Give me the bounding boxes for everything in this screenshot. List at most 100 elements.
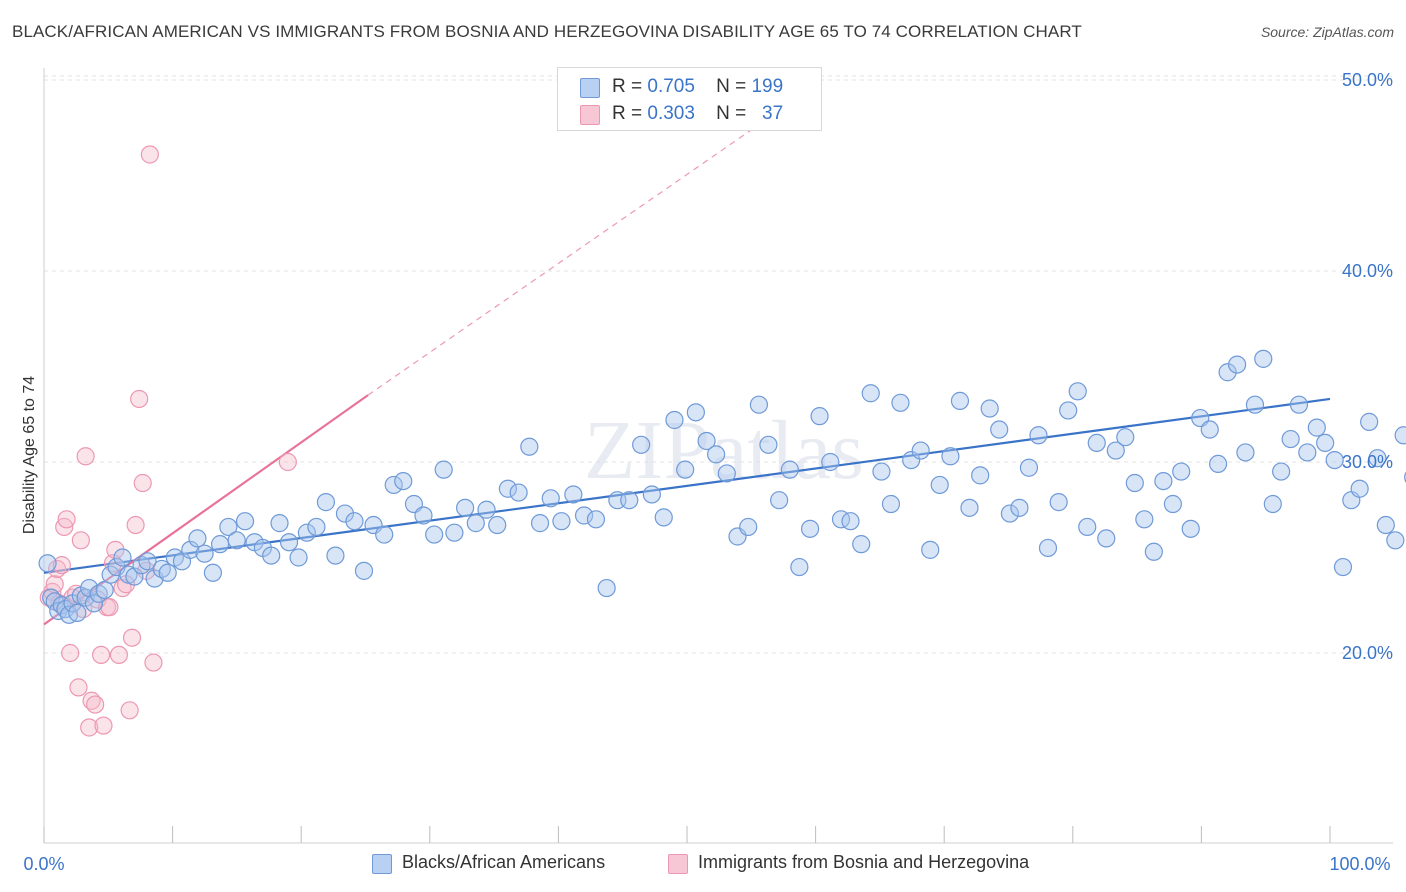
- data-point-black: [749, 395, 769, 414]
- data-point-black: [1097, 529, 1116, 548]
- data-point-bosnia: [133, 473, 152, 493]
- data-point-black: [1208, 454, 1228, 474]
- data-point-black: [335, 504, 355, 523]
- legend-label-bosnia: Immigrants from Bosnia and Herzegovina: [698, 852, 1030, 872]
- data-point-black: [665, 410, 684, 430]
- data-point-bosnia: [122, 628, 142, 647]
- data-point-black: [158, 563, 177, 582]
- axes: [43, 68, 1393, 844]
- data-point-black: [188, 529, 207, 548]
- legend-text-bosnia: R = 0.303 N = 37: [612, 103, 783, 125]
- data-point-black: [911, 441, 930, 460]
- data-point-black: [1200, 420, 1219, 439]
- data-point-black: [414, 506, 433, 525]
- data-point-black: [1307, 418, 1326, 437]
- data-point-black: [564, 485, 583, 504]
- data-point-black: [125, 567, 144, 586]
- data-point-black: [289, 548, 308, 567]
- data-point-black: [520, 437, 539, 456]
- data-point-black: [1316, 433, 1335, 452]
- data-point-black: [686, 403, 705, 422]
- trend-line-black: [43, 397, 1331, 574]
- data-point-black: [38, 554, 57, 573]
- data-point-black: [541, 489, 560, 508]
- data-point-black: [1059, 401, 1078, 420]
- data-point-black: [1228, 355, 1247, 374]
- data-point-bosnia: [86, 695, 105, 714]
- legend-swatch-blue: [372, 854, 392, 874]
- data-point-bosnia: [126, 515, 145, 535]
- legend-stats: R = 0.705 N = 199 R = 0.303 N = 37: [557, 67, 822, 131]
- data-point-bosnia: [57, 510, 76, 529]
- data-point-black: [980, 399, 999, 418]
- data-point-black: [434, 460, 453, 479]
- data-point-black: [1394, 426, 1406, 445]
- data-point-bosnia: [109, 645, 129, 665]
- data-point-black: [394, 472, 413, 491]
- legend-text-black: R = 0.705 N = 199: [612, 76, 783, 98]
- series-bosnia-points: [39, 145, 297, 737]
- x-tick-label: 100.0%: [1329, 854, 1390, 874]
- data-point-black: [759, 435, 778, 454]
- data-point-black: [697, 431, 716, 451]
- trend-line-bosnia-extension: [367, 123, 761, 396]
- data-point-bosnia: [94, 716, 113, 735]
- tick-labels: 20.0% 30.0% 40.0% 50.0% 0.0% 100.0%: [23, 70, 1393, 874]
- data-point-black: [1272, 462, 1291, 481]
- y-tick-label: 40.0%: [1342, 261, 1393, 281]
- n-label: N =: [716, 76, 747, 97]
- data-point-black: [1068, 382, 1087, 401]
- data-point-black: [477, 500, 496, 519]
- data-point-black: [654, 508, 673, 527]
- data-point-black: [68, 603, 87, 622]
- data-point-black: [971, 466, 990, 485]
- data-point-black: [1333, 557, 1353, 577]
- data-point-bosnia: [278, 452, 297, 472]
- data-point-black: [95, 580, 114, 600]
- r-label: R =: [612, 103, 643, 124]
- data-point-black: [1000, 504, 1020, 523]
- data-point-black: [586, 510, 606, 529]
- data-point-black: [891, 393, 910, 412]
- data-point-bosnia: [52, 556, 71, 575]
- data-point-black: [770, 491, 789, 510]
- data-point-black: [852, 535, 871, 554]
- data-point-black: [1360, 412, 1379, 431]
- data-point-bosnia: [130, 389, 149, 409]
- legend-swatch-pink: [668, 854, 688, 874]
- data-point-black: [227, 531, 246, 550]
- data-point-black: [1125, 473, 1144, 493]
- legend-label-black: Blacks/African Americans: [402, 852, 606, 872]
- data-point-black: [375, 525, 394, 544]
- data-point-black: [810, 407, 829, 426]
- n-value-bosnia: 37: [762, 103, 784, 124]
- data-point-black: [1245, 395, 1265, 414]
- data-point-black: [1116, 428, 1135, 447]
- data-point-black: [790, 557, 809, 577]
- data-point-black: [1263, 494, 1282, 514]
- data-point-black: [1106, 441, 1125, 460]
- data-point-black: [1010, 498, 1029, 517]
- data-point-black: [620, 491, 639, 510]
- data-point-black: [800, 519, 820, 538]
- data-point-black: [307, 517, 326, 537]
- source-credit: Source: ZipAtlas.com: [1260, 24, 1394, 40]
- data-point-black: [780, 460, 799, 479]
- data-point-black: [960, 498, 979, 517]
- data-point-black: [941, 447, 960, 466]
- y-tick-label: 30.0%: [1342, 452, 1393, 472]
- data-point-black: [1236, 443, 1255, 462]
- data-point-bosnia: [120, 701, 139, 720]
- data-point-bosnia: [69, 678, 88, 697]
- data-point-black: [384, 475, 403, 495]
- data-point-black: [113, 548, 132, 567]
- data-point-black: [1298, 443, 1317, 462]
- data-point-black: [1350, 479, 1369, 498]
- chart-title: BLACK/AFRICAN AMERICAN VS IMMIGRANTS FRO…: [12, 22, 1082, 41]
- data-point-black: [279, 533, 299, 552]
- data-point-black: [456, 498, 475, 517]
- data-point-black: [1049, 493, 1068, 512]
- data-point-black: [1038, 538, 1058, 558]
- data-point-black: [262, 546, 281, 565]
- r-value-black: 0.705: [647, 76, 695, 97]
